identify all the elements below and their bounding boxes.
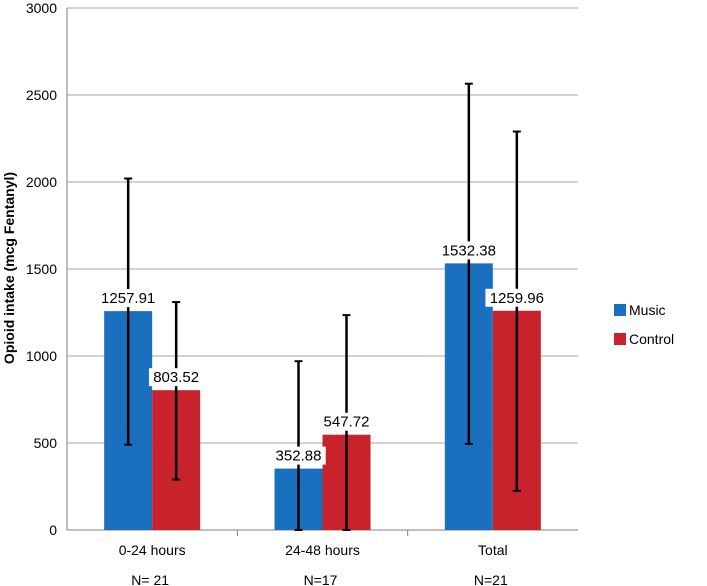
data-label: 352.88 xyxy=(276,448,322,465)
legend-label-control: Control xyxy=(629,331,674,347)
x-tick-label: 0-24 hours xyxy=(119,542,186,558)
sample-size-label: N= 21 xyxy=(131,572,169,586)
y-tick-label: 2500 xyxy=(26,87,57,103)
y-tick-labels: 0 500 1000 1500 2000 2500 3000 xyxy=(26,0,57,538)
data-label: 547.72 xyxy=(324,414,370,431)
legend-label-music: Music xyxy=(629,302,666,318)
data-label: 803.52 xyxy=(153,369,199,386)
y-tick-label: 1500 xyxy=(26,261,57,277)
data-label-background xyxy=(319,412,374,431)
sample-size-label: N=17 xyxy=(304,572,338,586)
y-tick-label: 0 xyxy=(49,522,57,538)
data-label-background xyxy=(148,368,204,387)
y-tick-label: 1000 xyxy=(26,348,57,364)
x-tick-label: 24-48 hours xyxy=(285,542,360,558)
error-bars xyxy=(124,82,521,531)
y-tick-label: 500 xyxy=(34,435,58,451)
legend: Music Control xyxy=(614,302,674,347)
y-axis-title: Opioid intake (mcg Fentanyl) xyxy=(1,172,17,364)
data-label: 1259.96 xyxy=(490,290,544,307)
data-label: 1532.38 xyxy=(442,242,496,259)
y-tick-label: 2000 xyxy=(26,174,57,190)
legend-swatch-music xyxy=(614,304,626,316)
bars xyxy=(104,263,541,530)
data-label-background xyxy=(271,446,326,465)
sample-size-label: N=21 xyxy=(474,572,508,586)
data-label-background xyxy=(96,289,160,308)
x-tick-label: Total xyxy=(478,542,508,558)
data-label: 1257.91 xyxy=(101,290,155,307)
y-tick-label: 3000 xyxy=(26,0,57,16)
sample-size-labels: N= 21 N=17 N=21 xyxy=(131,572,508,586)
legend-swatch-control xyxy=(614,333,626,345)
data-label-background xyxy=(437,241,501,260)
x-tick-labels: 0-24 hours 24-48 hours Total xyxy=(119,542,508,558)
data-label-background xyxy=(485,288,549,307)
